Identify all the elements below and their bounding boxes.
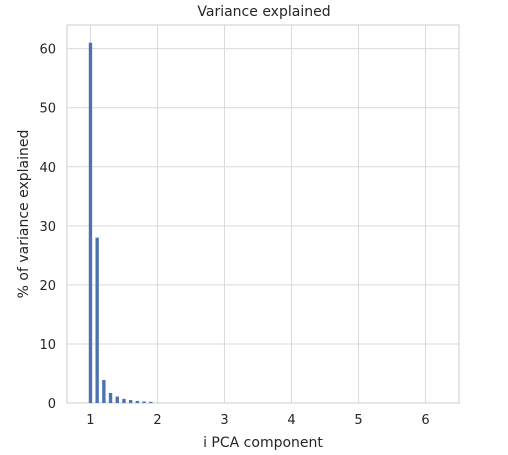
bar [115, 396, 119, 403]
bar-series [88, 42, 153, 403]
x-tick-label: 3 [220, 413, 228, 428]
y-tick-label: 60 [39, 43, 56, 58]
y-tick-label: 20 [39, 279, 56, 294]
bar [95, 237, 99, 403]
plot-frame [66, 24, 460, 404]
y-tick-label: 40 [39, 161, 56, 176]
bar [135, 400, 140, 403]
bar [108, 392, 113, 403]
x-axis-label: i PCA component [203, 435, 323, 451]
y-tick-labels: 0 10 20 30 40 50 60 [39, 43, 56, 412]
x-tick-label: 6 [421, 413, 429, 428]
bar [88, 42, 93, 403]
x-tick-label: 4 [287, 413, 295, 428]
bar [142, 401, 146, 403]
y-axis-label: % of variance explained [16, 130, 32, 299]
y-tick-label: 10 [39, 338, 56, 353]
x-tick-label: 2 [153, 413, 161, 428]
x-tick-label: 5 [354, 413, 362, 428]
bar [128, 400, 133, 403]
x-tick-label: 1 [86, 413, 94, 428]
bar [149, 401, 153, 403]
y-tick-label: 0 [48, 397, 56, 412]
bar [122, 398, 126, 403]
chart-title: Variance explained [197, 4, 330, 20]
y-tick-label: 30 [39, 220, 56, 235]
grid [67, 25, 459, 404]
x-tick-labels: 1 2 3 4 5 6 [86, 413, 429, 428]
y-tick-label: 50 [39, 102, 56, 117]
bar [102, 379, 106, 403]
